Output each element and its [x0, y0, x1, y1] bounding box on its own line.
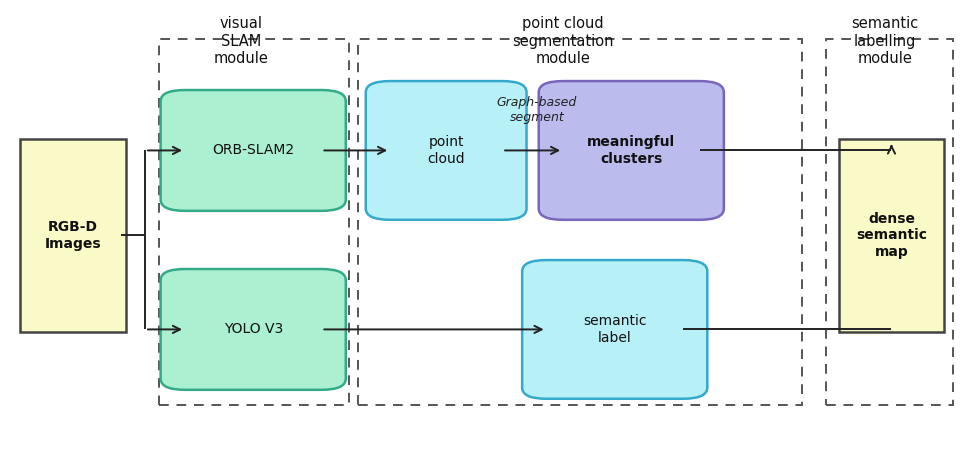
- FancyBboxPatch shape: [161, 269, 346, 390]
- Bar: [359, 39, 802, 405]
- Bar: [159, 39, 349, 405]
- Text: point
cloud: point cloud: [427, 135, 465, 165]
- FancyBboxPatch shape: [522, 260, 708, 399]
- Text: point cloud
segmentation
module: point cloud segmentation module: [513, 16, 613, 66]
- FancyBboxPatch shape: [366, 81, 526, 220]
- Text: RGB-D
Images: RGB-D Images: [45, 220, 101, 251]
- FancyBboxPatch shape: [839, 139, 944, 332]
- Text: visual
SLAM
module: visual SLAM module: [214, 16, 269, 66]
- Text: semantic
label: semantic label: [583, 314, 647, 345]
- Text: YOLO V3: YOLO V3: [223, 323, 283, 337]
- Text: dense
semantic
map: dense semantic map: [856, 212, 927, 259]
- FancyBboxPatch shape: [21, 139, 125, 332]
- Text: semantic
labelling
module: semantic labelling module: [851, 16, 918, 66]
- Text: meaningful
clusters: meaningful clusters: [587, 135, 675, 165]
- Bar: [826, 39, 953, 405]
- Text: ORB-SLAM2: ORB-SLAM2: [212, 144, 294, 158]
- FancyBboxPatch shape: [539, 81, 724, 220]
- Text: Graph-based
segment: Graph-based segment: [497, 96, 577, 124]
- FancyBboxPatch shape: [161, 90, 346, 211]
